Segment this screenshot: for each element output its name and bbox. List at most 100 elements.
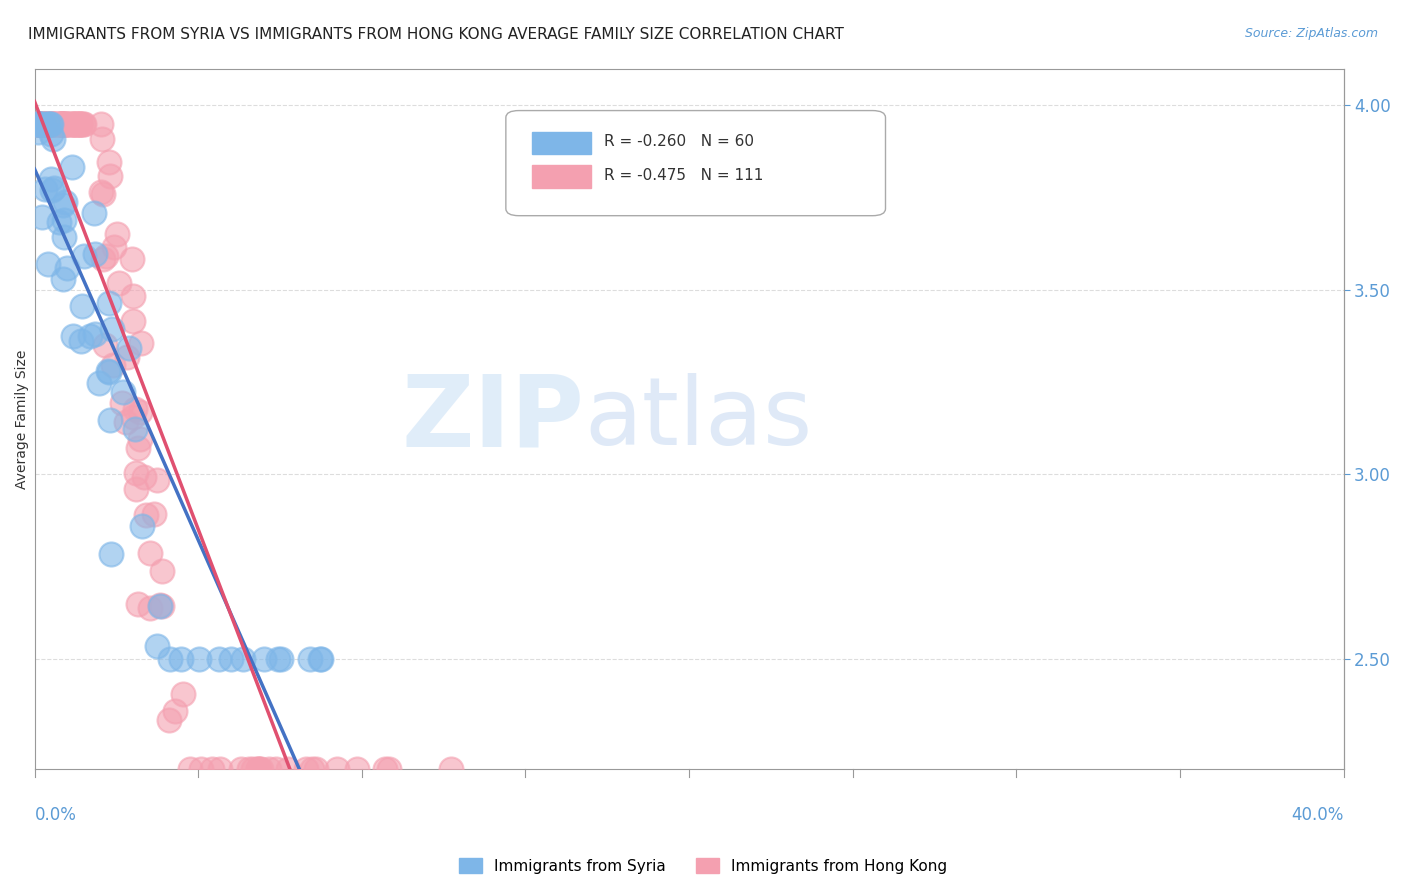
Point [65, 117, 87, 131]
Point [51, 117, 73, 131]
Point [52, 272, 75, 286]
Point [56, 117, 79, 131]
Point [90, 117, 112, 131]
Point [101, 358, 124, 372]
Point [27, 117, 49, 131]
Point [131, 519, 153, 533]
Point [101, 322, 124, 336]
Point [56, 117, 79, 131]
Point [52, 117, 75, 131]
Point [62, 117, 84, 131]
Point [69, 117, 91, 131]
Point [91, 131, 114, 145]
Point [309, 651, 332, 665]
Point [41, 117, 63, 131]
Point [53, 213, 76, 227]
Point [73, 250, 96, 264]
Point [53, 195, 76, 210]
Point [159, 651, 181, 665]
Point [179, 762, 201, 776]
Point [44, 117, 66, 131]
Point [165, 704, 187, 718]
Point [62, 329, 84, 343]
Point [121, 252, 143, 266]
Point [27, 117, 49, 131]
Point [201, 762, 224, 776]
Point [28, 117, 51, 131]
Point [118, 341, 141, 355]
Point [100, 547, 122, 561]
Point [35, 117, 58, 131]
Point [51, 117, 73, 131]
Point [42, 181, 65, 195]
Point [250, 762, 273, 776]
Point [67, 117, 90, 131]
Point [83, 247, 105, 261]
Point [27, 117, 49, 131]
Point [122, 289, 145, 303]
Y-axis label: Average Family Size: Average Family Size [15, 350, 30, 489]
Point [125, 467, 148, 481]
Point [69, 117, 91, 131]
Point [97, 363, 120, 377]
Point [38, 117, 60, 131]
Point [301, 762, 323, 776]
Point [79, 329, 101, 343]
Point [28, 117, 51, 131]
Point [374, 762, 396, 776]
Text: Source: ZipAtlas.com: Source: ZipAtlas.com [1244, 27, 1378, 40]
Point [37, 257, 59, 271]
Point [122, 314, 145, 328]
Point [34, 117, 56, 131]
Point [146, 473, 169, 487]
Point [27, 117, 49, 131]
Point [53, 117, 76, 131]
Point [246, 762, 269, 776]
Point [97, 154, 120, 169]
Point [27, 117, 49, 131]
Point [39, 117, 62, 131]
Point [53, 230, 76, 244]
Point [51, 117, 73, 131]
Point [232, 651, 254, 665]
Point [55, 261, 77, 276]
Point [96, 249, 118, 263]
Point [246, 762, 269, 776]
Point [111, 396, 134, 410]
Point [112, 384, 135, 399]
Point [32, 117, 55, 131]
Point [32, 117, 55, 131]
Point [157, 713, 180, 727]
Point [32, 117, 55, 131]
Point [27, 117, 49, 131]
Point [72, 117, 94, 131]
Point [121, 409, 143, 424]
Point [91, 252, 114, 266]
Point [34, 181, 56, 195]
Point [42, 117, 65, 131]
Text: 0.0%: 0.0% [35, 806, 76, 824]
Point [37, 117, 59, 131]
Point [270, 651, 292, 665]
Point [70, 299, 93, 313]
Point [247, 762, 270, 776]
Point [257, 762, 280, 776]
Point [346, 762, 368, 776]
Point [39, 128, 62, 142]
Point [32, 117, 55, 131]
Point [98, 413, 121, 427]
Point [277, 762, 299, 776]
Point [28, 117, 51, 131]
Point [41, 117, 63, 131]
Point [149, 599, 172, 613]
Point [27, 117, 49, 131]
Point [325, 762, 347, 776]
Point [42, 132, 65, 146]
Point [378, 762, 401, 776]
Point [69, 117, 91, 131]
Point [52, 117, 75, 131]
Point [142, 507, 165, 521]
Point [62, 117, 84, 131]
Point [139, 545, 162, 559]
Point [135, 508, 157, 522]
